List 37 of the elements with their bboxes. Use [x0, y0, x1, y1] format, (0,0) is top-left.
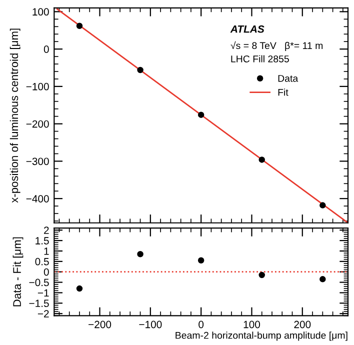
x-tick-label: −100	[139, 320, 162, 328]
legend-label: Fit	[278, 88, 288, 96]
y-tick-label: −0.5	[29, 278, 49, 286]
x-tick-label: 200	[294, 320, 311, 328]
y-tick-label: −200	[26, 120, 49, 128]
y-tick-label: −1.5	[29, 300, 49, 308]
legend-label: Data	[278, 75, 298, 82]
y-tick-label: 2	[44, 226, 49, 234]
y-axis-title: Data - Fit [μm]	[12, 237, 24, 306]
x-tick-label: 100	[244, 320, 260, 328]
point	[137, 66, 144, 74]
point	[320, 202, 326, 208]
point	[198, 257, 204, 264]
y-tick-label: 1.5	[36, 237, 49, 244]
y-tick-label: 0.5	[35, 258, 49, 266]
point	[76, 285, 83, 292]
y-tick-label: 0	[44, 46, 49, 53]
y-tick-label: −2	[38, 310, 49, 318]
x-axis-title: Beam-2 horizontal-bump amplitude [μm]	[176, 332, 348, 341]
x-tick-label: 0	[198, 320, 204, 328]
annotation: √s = 8 TeV β*= 11 m	[230, 41, 323, 51]
x-tick-label: −200	[88, 320, 112, 328]
annotation: LHC Fill 2855	[231, 55, 289, 62]
annotation: ATLAS	[230, 25, 264, 33]
y-tick-label: 1	[44, 248, 49, 255]
point	[198, 112, 204, 118]
point	[258, 156, 265, 163]
point	[258, 272, 265, 278]
y-axis-title: x-position of luminous centroid [μm]	[10, 28, 20, 203]
y-tick-label: −100	[26, 82, 49, 90]
point	[320, 276, 326, 282]
y-tick-label: −300	[26, 158, 49, 166]
y-tick-label: −400	[26, 195, 49, 202]
point	[76, 22, 83, 30]
y-tick-label: −1	[38, 289, 49, 296]
y-tick-label: 0	[44, 268, 49, 276]
y-tick-label: 100	[32, 8, 49, 16]
